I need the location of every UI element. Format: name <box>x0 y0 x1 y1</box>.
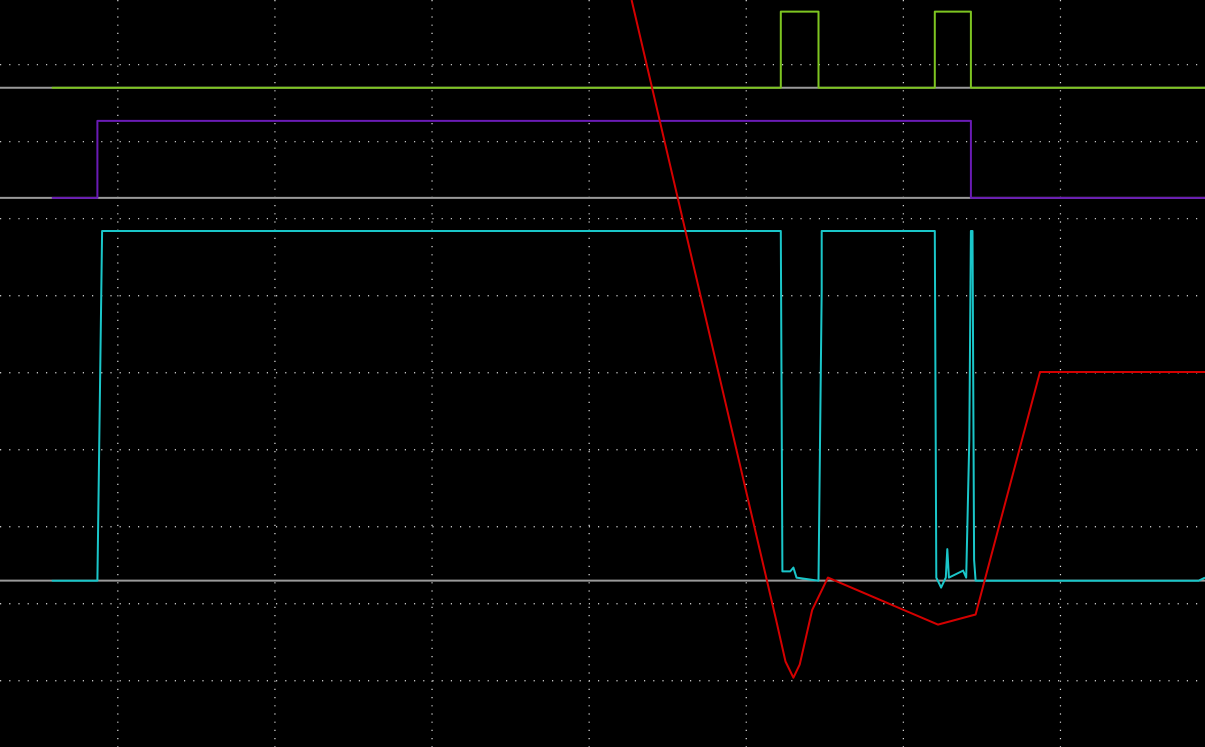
trace <box>51 230 1205 589</box>
trace <box>630 0 1205 679</box>
trace <box>51 119 1205 199</box>
trace <box>51 10 1205 89</box>
